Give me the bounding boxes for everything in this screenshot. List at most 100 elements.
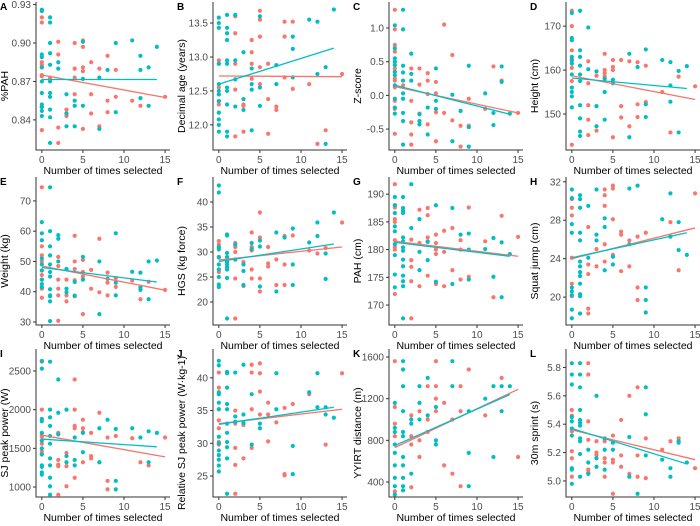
data-point <box>39 104 44 110</box>
data-point <box>241 412 246 417</box>
data-point <box>483 246 488 252</box>
data-point <box>392 56 397 61</box>
data-point <box>257 14 263 19</box>
y-axis-title: Z-score <box>352 68 364 104</box>
data-point <box>105 293 110 298</box>
y-tick-label: 35 <box>197 223 209 234</box>
data-point <box>643 114 648 120</box>
data-point <box>105 487 110 492</box>
data-point <box>515 110 521 116</box>
data-point <box>97 426 102 431</box>
y-tick-label: 175 <box>367 273 384 284</box>
data-point <box>224 134 230 139</box>
data-point <box>266 264 271 269</box>
data-point <box>39 472 44 477</box>
x-axis-title: Number of times selected <box>43 165 162 177</box>
data-point <box>274 420 279 425</box>
data-point <box>80 274 86 279</box>
data-point <box>515 234 521 239</box>
data-point <box>274 107 279 113</box>
data-point <box>400 264 406 269</box>
data-point <box>409 142 414 147</box>
data-point <box>635 285 640 290</box>
data-point <box>400 359 406 364</box>
data-point <box>216 448 221 453</box>
y-tick-label: 20 <box>197 298 209 309</box>
data-point <box>433 91 439 96</box>
data-point <box>39 452 44 457</box>
scatter-panel-l: 5.0 5.2 5.4 5.6 5.8 0 5 10 15 Number of times sel… <box>529 347 700 524</box>
data-point <box>458 123 463 128</box>
data-point <box>47 262 53 267</box>
data-point <box>577 264 583 269</box>
y-tick-label: 185 <box>367 217 384 228</box>
data-point <box>577 197 583 202</box>
data-point <box>224 407 230 412</box>
x-tick-label: 0 <box>392 330 398 341</box>
data-point <box>72 40 77 46</box>
data-point <box>668 191 673 196</box>
data-point <box>233 12 238 17</box>
data-point <box>450 359 455 364</box>
data-point <box>433 384 439 389</box>
data-point <box>392 434 397 439</box>
data-point <box>56 293 61 298</box>
data-point <box>586 419 591 424</box>
data-point <box>409 237 414 242</box>
data-point <box>224 267 230 272</box>
data-point <box>249 442 254 447</box>
data-point <box>72 463 77 468</box>
x-tick-label: 10 <box>648 502 660 513</box>
data-point <box>249 128 254 133</box>
data-point <box>274 230 279 235</box>
data-point <box>216 284 221 290</box>
data-point <box>39 295 44 300</box>
data-point <box>307 240 312 245</box>
data-point <box>224 385 230 390</box>
data-point <box>266 439 271 444</box>
data-point <box>80 254 86 260</box>
data-point <box>130 38 135 43</box>
data-point <box>610 262 616 267</box>
data-point <box>466 484 471 489</box>
data-point <box>577 361 583 366</box>
data-point <box>610 183 616 188</box>
data-point <box>97 259 102 264</box>
data-point <box>668 220 673 225</box>
data-point <box>39 90 44 96</box>
data-point <box>64 286 69 291</box>
y-axis-title: SJ peak power (W) <box>0 388 11 477</box>
data-point <box>241 103 246 108</box>
data-point <box>635 297 640 303</box>
data-point <box>64 293 69 298</box>
data-point <box>602 259 607 264</box>
y-tick-label: 13.0 <box>189 52 209 63</box>
data-point <box>450 52 455 58</box>
data-point <box>224 31 230 36</box>
scatter-panel-g: 170 175 180 185 190 0 5 10 15 Number of times sel… <box>352 175 530 352</box>
data-point <box>466 96 471 101</box>
data-point <box>39 20 44 25</box>
data-point <box>216 102 221 107</box>
data-point <box>257 65 263 70</box>
data-point <box>466 63 471 68</box>
data-point <box>290 471 295 477</box>
x-tick-label: 10 <box>118 330 130 341</box>
data-point <box>392 96 397 101</box>
data-point <box>216 254 221 260</box>
data-point <box>425 213 430 218</box>
data-point <box>315 233 320 239</box>
data-point <box>249 37 254 43</box>
data-point <box>224 129 230 134</box>
data-point <box>569 307 574 312</box>
data-point <box>216 58 221 63</box>
data-point <box>56 52 61 57</box>
panel-letter: D <box>530 2 537 13</box>
data-point <box>417 207 422 212</box>
data-point <box>224 250 230 256</box>
data-point <box>569 433 574 438</box>
y-tick-label: 5.4 <box>547 420 561 431</box>
data-point <box>400 488 406 493</box>
data-point <box>660 447 665 452</box>
